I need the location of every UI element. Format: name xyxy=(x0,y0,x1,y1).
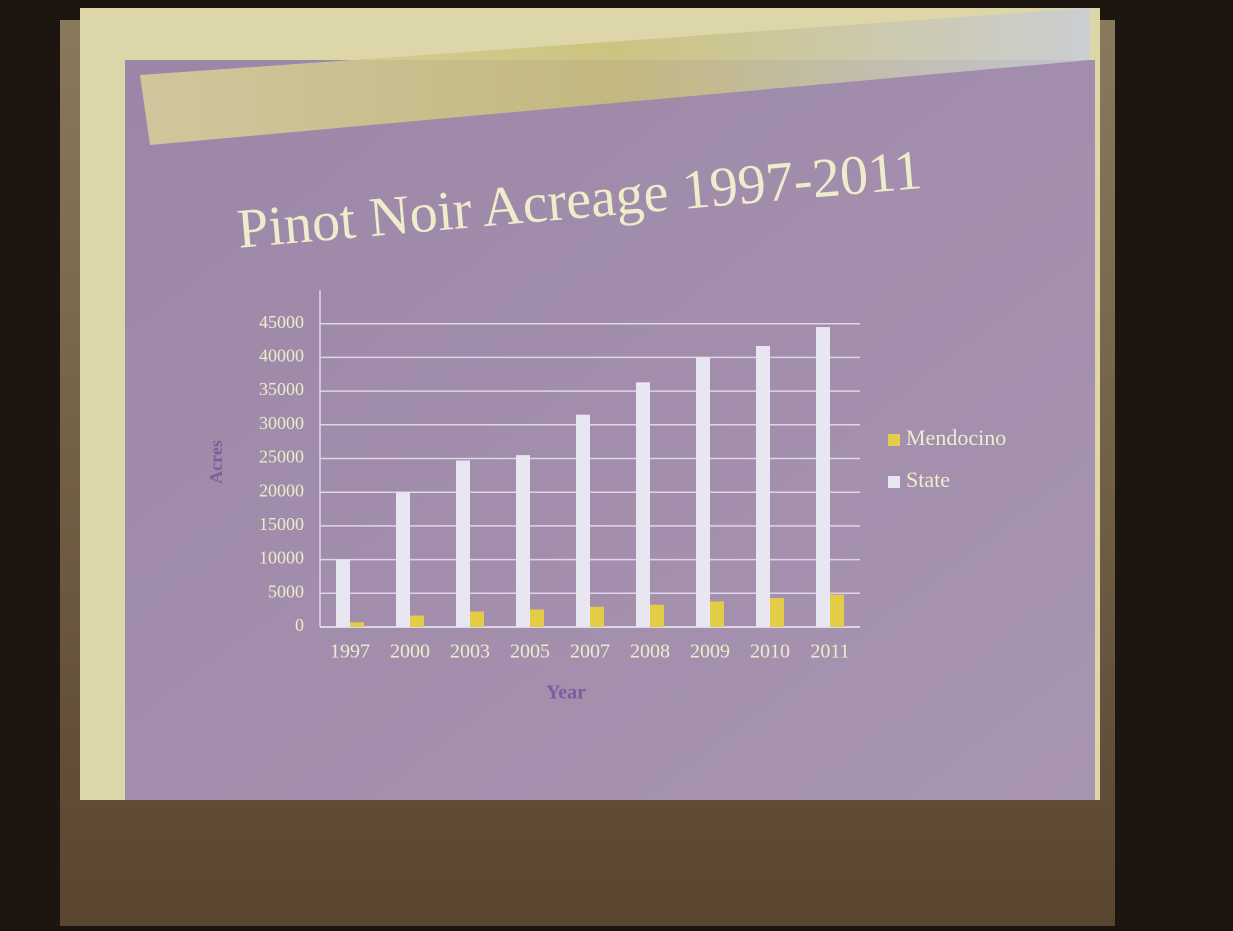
chart: Pinot Noir Acreage 1997-2011 Acres Year … xyxy=(0,0,1233,926)
bar xyxy=(530,609,544,627)
x-tick-label: 2000 xyxy=(390,641,430,663)
bar xyxy=(710,601,724,627)
x-tick-label: 2009 xyxy=(690,641,730,663)
legend-swatch xyxy=(888,434,900,446)
y-tick-label: 45000 xyxy=(259,312,304,332)
x-tick-label: 2008 xyxy=(630,641,670,663)
bar xyxy=(396,492,410,627)
bar xyxy=(756,346,770,627)
x-tick-label: 2005 xyxy=(510,641,550,663)
y-tick-label: 5000 xyxy=(268,581,304,601)
x-tick-label: 1997 xyxy=(330,641,370,663)
bar xyxy=(516,455,530,627)
x-tick-label: 2011 xyxy=(810,641,849,663)
y-axis-label: Acres xyxy=(206,440,226,484)
y-tick-label: 40000 xyxy=(259,346,304,366)
y-tick-label: 30000 xyxy=(259,413,304,433)
bar xyxy=(410,616,424,627)
bar xyxy=(636,382,650,627)
legend-swatch xyxy=(888,476,900,488)
y-tick-label: 15000 xyxy=(259,514,304,534)
bar xyxy=(830,595,844,627)
bar xyxy=(650,605,664,627)
legend-label: State xyxy=(906,467,950,492)
y-tick-label: 25000 xyxy=(259,447,304,467)
bar xyxy=(336,560,350,627)
bar xyxy=(456,461,470,627)
bar xyxy=(470,611,484,627)
bar xyxy=(350,622,364,627)
bar xyxy=(576,415,590,627)
x-tick-label: 2003 xyxy=(450,641,490,663)
y-tick-label: 0 xyxy=(295,615,304,635)
y-tick-label: 35000 xyxy=(259,379,304,399)
x-axis-label: Year xyxy=(546,682,586,704)
bar xyxy=(816,327,830,627)
page: Pinot Noir Acreage 1997-2011 Acres Year … xyxy=(0,0,1233,926)
bar xyxy=(770,598,784,627)
x-tick-label: 2010 xyxy=(750,641,790,663)
y-tick-label: 20000 xyxy=(259,480,304,500)
x-tick-label: 2007 xyxy=(570,641,610,663)
legend-label: Mendocino xyxy=(906,425,1006,450)
bar xyxy=(696,357,710,627)
y-tick-label: 10000 xyxy=(259,548,304,568)
bar xyxy=(590,607,604,627)
